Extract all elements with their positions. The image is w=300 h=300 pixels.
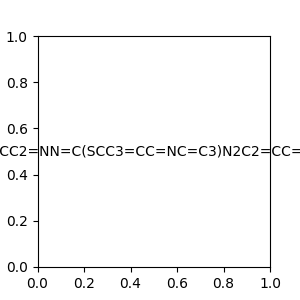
Text: ClC1=CC=C(CC2=NN=C(SCC3=CC=NC=C3)N2C2=CC=CC=C2)C=C1: ClC1=CC=C(CC2=NN=C(SCC3=CC=NC=C3)N2C2=CC… [0,145,300,158]
